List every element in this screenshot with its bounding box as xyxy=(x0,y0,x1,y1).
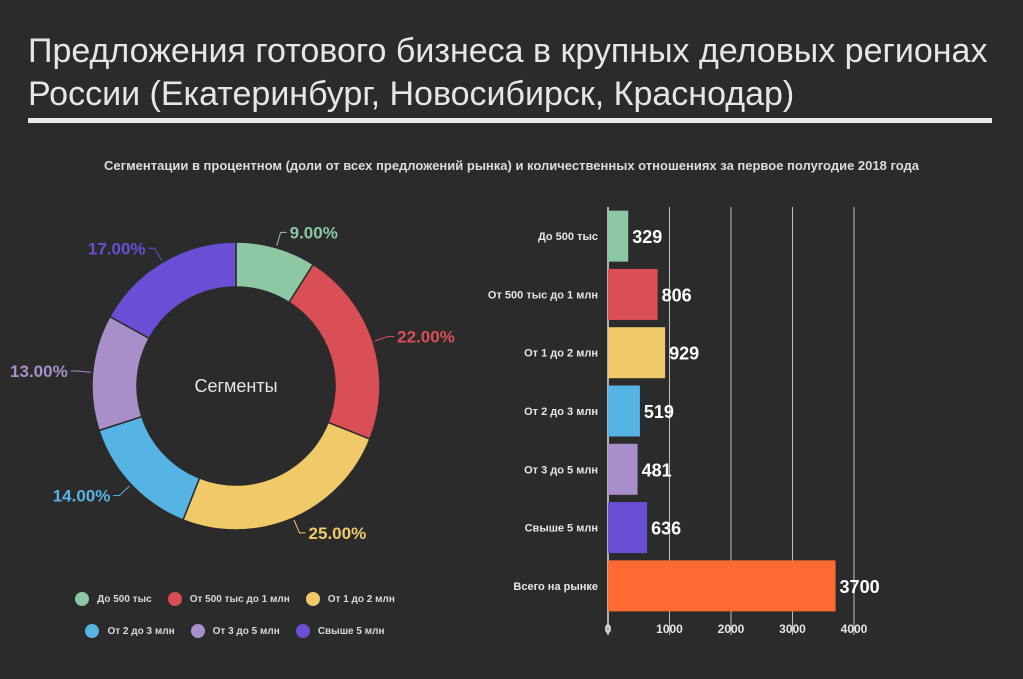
legend-label: От 1 до 2 млн xyxy=(327,593,395,605)
slice-value-label: 17.00% xyxy=(88,239,146,258)
legend-row: От 2 до 3 млн От 3 до 5 млн Свыше 5 млн xyxy=(0,620,470,642)
leader-line xyxy=(70,370,91,373)
bar xyxy=(608,385,640,437)
donut-center-label: Сегменты xyxy=(194,376,277,396)
legend-label: Свыше 5 млн xyxy=(317,625,385,637)
bar-value-label: 329 xyxy=(632,227,662,247)
slice-value-label: 13.00% xyxy=(10,362,68,381)
category-label: Свыше 5 млн xyxy=(525,523,598,535)
bar xyxy=(608,327,666,379)
x-tick-label: 1000 xyxy=(656,622,683,636)
category-label: От 3 до 5 млн xyxy=(524,464,598,476)
donut-slice xyxy=(108,241,237,340)
legend-swatch xyxy=(305,592,320,606)
x-tick-label: 2000 xyxy=(718,622,745,636)
legend-swatch xyxy=(295,624,310,638)
bar-value-label: 929 xyxy=(669,344,699,364)
slice-value-label: 25.00% xyxy=(309,524,367,543)
category-label: Всего на рынке xyxy=(513,581,598,593)
legend-swatch xyxy=(190,624,205,638)
legend-item: От 2 до 3 млн xyxy=(85,624,175,638)
bar-value-label: 481 xyxy=(642,460,672,480)
legend-swatch xyxy=(85,624,100,638)
legend-item: От 3 до 5 млн xyxy=(190,624,280,638)
category-label: От 1 до 2 млн xyxy=(524,348,598,360)
legend-item: Свыше 5 млн xyxy=(295,624,385,638)
leader-line xyxy=(374,336,395,342)
legend-label: От 2 до 3 млн xyxy=(107,625,175,637)
donut-legend: До 500 тыс От 500 тыс до 1 млн От 1 до 2 м… xyxy=(0,588,470,652)
legend-row: До 500 тыс От 500 тыс до 1 млн От 1 до 2 м… xyxy=(0,588,470,610)
category-label: От 2 до 3 млн xyxy=(524,406,598,418)
x-tick-label: 4000 xyxy=(841,622,868,636)
slice-value-label: 9.00% xyxy=(290,223,338,242)
bar xyxy=(608,560,836,612)
legend-swatch xyxy=(167,592,182,606)
legend-item: От 1 до 2 млн xyxy=(305,592,395,606)
bar xyxy=(608,502,648,554)
bar-value-label: 636 xyxy=(651,519,681,539)
legend-label: От 3 до 5 млн xyxy=(212,625,280,637)
slice-value-label: 14.00% xyxy=(53,487,111,506)
page-title: Предложения готового бизнеса в крупных д… xyxy=(28,32,988,113)
legend-label: До 500 тыс xyxy=(97,593,152,605)
leader-line xyxy=(113,485,130,497)
legend-swatch xyxy=(75,592,90,606)
leader-line xyxy=(293,519,306,534)
title-underline xyxy=(28,118,992,123)
category-label: От 500 тыс до 1 млн xyxy=(488,289,598,301)
legend-label: От 500 тыс до 1 млн xyxy=(189,593,290,605)
x-tick-label: 0 xyxy=(605,622,612,636)
slice-value-label: 22.00% xyxy=(397,328,455,347)
bar-value-label: 806 xyxy=(662,285,692,305)
bar-value-label: 519 xyxy=(644,402,674,422)
x-tick-label: 3000 xyxy=(779,622,806,636)
bar xyxy=(608,268,658,320)
category-label: До 500 тыс xyxy=(538,231,598,243)
bar xyxy=(608,210,629,262)
chart-subtitle: Сегментации в процентном (доли от всех п… xyxy=(104,158,919,173)
leader-line xyxy=(276,231,287,246)
leader-line xyxy=(148,247,163,261)
bar-value-label: 3700 xyxy=(840,577,880,597)
legend-item: От 500 тыс до 1 млн xyxy=(167,592,290,606)
bar xyxy=(608,443,638,495)
legend-item: До 500 тыс xyxy=(75,592,152,606)
